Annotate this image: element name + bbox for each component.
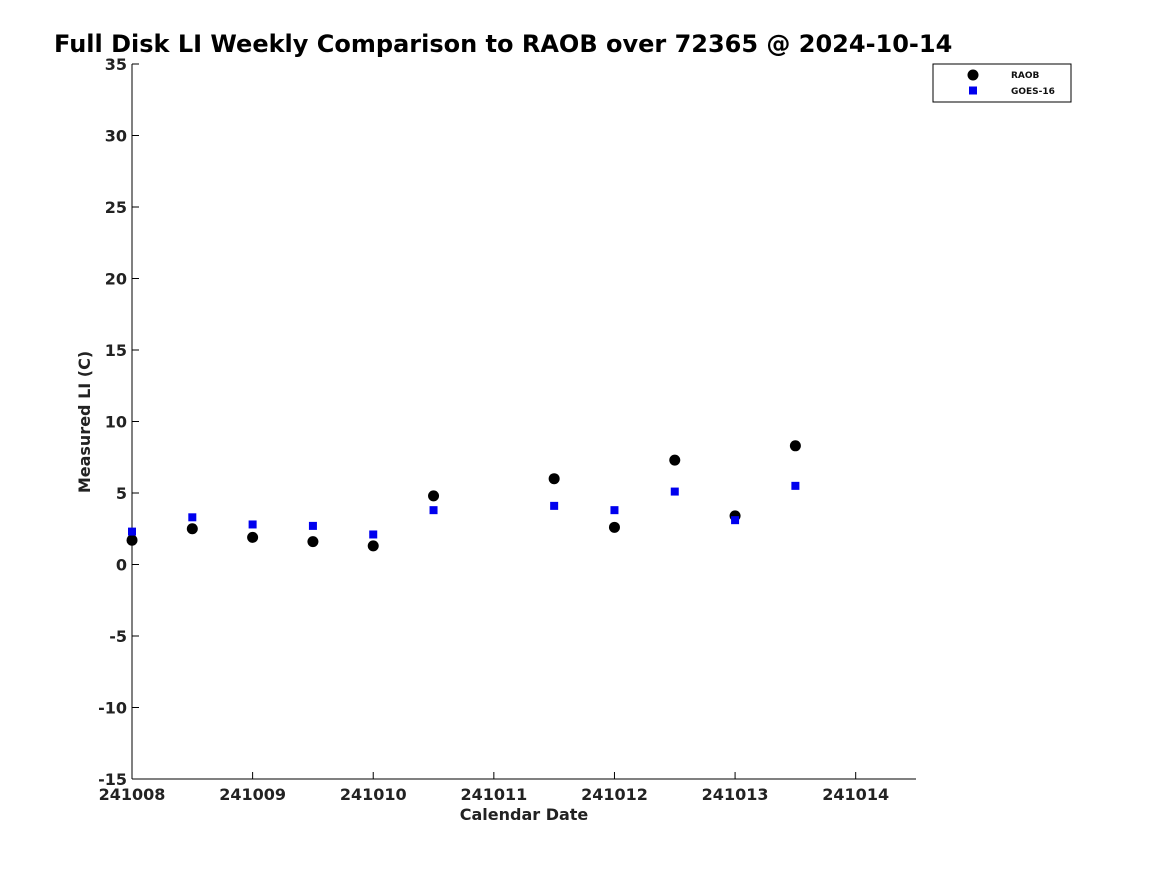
point-raob [186,523,198,535]
point-goes16 [128,527,136,536]
point-goes16 [791,481,800,490]
point-goes16 [550,501,559,510]
x-tick-label: 241009 [219,785,286,804]
point-goes16 [731,516,740,525]
x-tick-label: 241010 [340,785,407,804]
point-raob [608,521,620,533]
plot-area: -15 -10 -5 0 5 10 15 20 25 30 35 241008 241009 24101… [98,55,916,804]
y-tick-label: 10 [105,413,127,432]
legend-label-raob: RAOB [1011,71,1040,81]
y-axis-label: Measured LI (C) [75,351,94,493]
x-tick-label: 241008 [99,785,166,804]
y-tick-label: 0 [116,556,127,575]
point-goes16 [369,530,378,539]
y-tick-label: -5 [109,627,127,646]
point-goes16 [248,520,257,529]
y-tick-label: 20 [105,270,127,289]
point-raob [548,473,560,485]
point-raob [367,540,379,552]
x-tick-label: 241013 [702,785,769,804]
chart-title: Full Disk LI Weekly Comparison to RAOB o… [54,30,952,58]
point-raob [789,440,801,452]
y-tick-label: 30 [105,127,127,146]
point-raob [247,531,259,543]
y-ticks: -15 -10 -5 0 5 10 15 20 25 30 35 [98,55,139,789]
y-tick-label: 25 [105,198,127,217]
x-ticks: 241008 241009 241010 241011 241012 241013 2410… [99,772,889,804]
x-tick-label: 241012 [581,785,648,804]
y-tick-label: -10 [98,699,127,718]
point-raob [669,454,681,466]
y-tick-label: 15 [105,341,127,360]
point-raob [126,534,138,546]
x-axis-label: Calendar Date [460,805,589,824]
point-goes16 [610,506,619,515]
legend: RAOB GOES-16 [932,63,1072,103]
legend-box [932,63,1072,103]
data-points [126,440,801,552]
legend-label-goes16: GOES-16 [1011,87,1055,97]
y-tick-label: 35 [105,55,127,74]
point-goes16 [188,513,197,522]
point-goes16 [308,521,317,530]
x-tick-label: 241011 [460,785,527,804]
x-tick-label: 241014 [822,785,889,804]
point-raob [428,490,440,502]
point-goes16 [670,487,679,496]
y-tick-label: -15 [98,770,127,789]
point-goes16 [429,506,438,515]
legend-marker-raob [967,69,979,81]
legend-marker-goes16 [969,86,977,95]
point-raob [307,536,319,548]
y-tick-label: 5 [116,484,127,503]
